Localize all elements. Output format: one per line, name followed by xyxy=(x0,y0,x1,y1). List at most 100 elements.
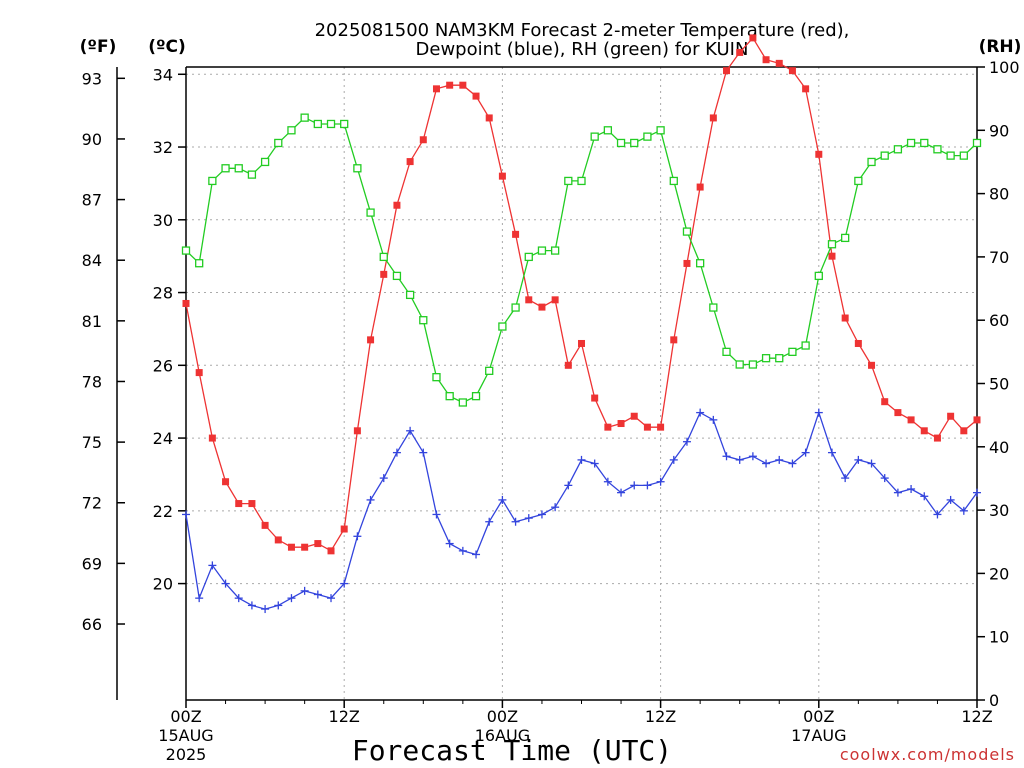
temperature-point xyxy=(709,114,717,122)
temperature-point xyxy=(749,34,757,42)
rh-tick-label: 10 xyxy=(989,628,1009,647)
temperature-point xyxy=(868,361,876,369)
temperature-point xyxy=(459,81,467,89)
dewpoint-point xyxy=(195,594,204,603)
rh-point xyxy=(195,259,204,268)
rh-point xyxy=(471,392,481,401)
dewpoint-point xyxy=(511,517,520,526)
rh-point xyxy=(340,119,349,129)
dewpoint-point xyxy=(709,415,718,424)
rh-point xyxy=(735,360,744,369)
temperature-point xyxy=(670,336,678,344)
temperature-point xyxy=(933,434,941,442)
temperature-point xyxy=(195,369,203,377)
dewpoint-series xyxy=(182,408,981,614)
temperature-point xyxy=(973,416,981,424)
rh-point xyxy=(761,354,771,363)
rh-point xyxy=(537,246,547,255)
axes xyxy=(116,66,978,701)
time-tick-label: 12Z xyxy=(645,707,676,726)
celsius-tick-label: 28 xyxy=(153,284,173,303)
rh-point xyxy=(485,366,494,375)
rh-point xyxy=(656,126,665,135)
rh-point xyxy=(946,151,955,160)
rh-point xyxy=(643,132,652,141)
time-tick-label: 00Z xyxy=(803,707,834,726)
temperature-point xyxy=(920,427,928,435)
temperature-point xyxy=(736,48,744,56)
temperature-point xyxy=(802,85,810,93)
temperature-point xyxy=(828,252,836,260)
celsius-tick-label: 30 xyxy=(153,211,173,230)
rh-point xyxy=(181,246,191,255)
dewpoint-point xyxy=(682,437,691,446)
rh-tick-label: 20 xyxy=(989,564,1009,583)
dewpoint-point xyxy=(643,481,652,490)
dewpoint-point xyxy=(379,474,388,483)
fahrenheit-tick-label: 84 xyxy=(82,251,102,270)
dewpoint-point xyxy=(788,459,797,468)
temperature-point xyxy=(314,540,322,548)
rh-point xyxy=(511,303,520,312)
fahrenheit-tick-label: 66 xyxy=(82,615,102,634)
rh-point xyxy=(379,252,388,262)
dewpoint-point xyxy=(247,601,256,610)
fahrenheit-axis: 93 90 87 84 81 78 75 72 69 66 xyxy=(82,69,125,634)
celsius-tick-label: 34 xyxy=(153,65,173,84)
rh-point xyxy=(748,360,758,369)
dewpoint-point xyxy=(419,448,428,457)
rh-point xyxy=(564,176,573,186)
rh-point xyxy=(498,322,507,331)
temperature-point xyxy=(340,525,348,533)
rh-point xyxy=(630,138,639,148)
rh-point xyxy=(788,347,797,357)
temperature-point xyxy=(274,536,282,544)
dewpoint-point xyxy=(327,594,336,603)
rh-point xyxy=(827,240,837,249)
time-tick-label: 17AUG xyxy=(791,726,846,745)
dewpoint-point xyxy=(867,459,876,468)
rh-point xyxy=(458,398,468,407)
rh-point xyxy=(392,271,402,281)
temperature-point xyxy=(762,56,770,64)
dewpoint-point xyxy=(234,594,243,603)
dewpoint-point xyxy=(827,448,836,457)
temperature-point xyxy=(578,339,585,347)
fahrenheit-tick-label: 87 xyxy=(82,191,102,210)
rh-point xyxy=(906,138,916,148)
temperature-point xyxy=(248,500,256,508)
temperature-point xyxy=(327,547,335,555)
rh-point xyxy=(247,170,257,179)
rh-point xyxy=(920,138,929,148)
dewpoint-point xyxy=(313,590,322,599)
temperature-point xyxy=(208,434,216,442)
dewpoint-point xyxy=(775,455,784,464)
temperature-point xyxy=(815,150,823,158)
dewpoint-point xyxy=(472,550,481,559)
temperature-point xyxy=(617,420,625,428)
dewpoint-point xyxy=(274,601,283,610)
rh-point xyxy=(959,151,968,160)
temperature-point xyxy=(261,521,269,529)
fahrenheit-tick-label: 78 xyxy=(82,372,102,391)
dewpoint-point xyxy=(920,492,929,501)
dewpoint-point xyxy=(946,495,955,504)
fahrenheit-unit-label: (ºF) xyxy=(80,37,117,57)
dewpoint-point xyxy=(735,455,744,464)
dewpoint-point xyxy=(630,481,639,490)
rh-point xyxy=(300,113,309,122)
chart-title-line1: 2025081500 NAM3KM Forecast 2-meter Tempe… xyxy=(315,20,850,41)
chart-title-line2: Dewpoint (blue), RH (green) for KUIN xyxy=(416,39,749,60)
temperature-point xyxy=(696,183,704,191)
temperature-point xyxy=(604,423,612,431)
fahrenheit-tick-label: 75 xyxy=(82,433,102,452)
dewpoint-point xyxy=(287,594,296,603)
rh-point xyxy=(775,354,784,363)
dewpoint-point xyxy=(432,510,441,519)
rh-line xyxy=(185,116,978,404)
dewpoint-point xyxy=(854,455,863,464)
rh-point xyxy=(550,246,560,255)
rh-point xyxy=(616,138,626,148)
celsius-tick-label: 20 xyxy=(153,575,173,594)
